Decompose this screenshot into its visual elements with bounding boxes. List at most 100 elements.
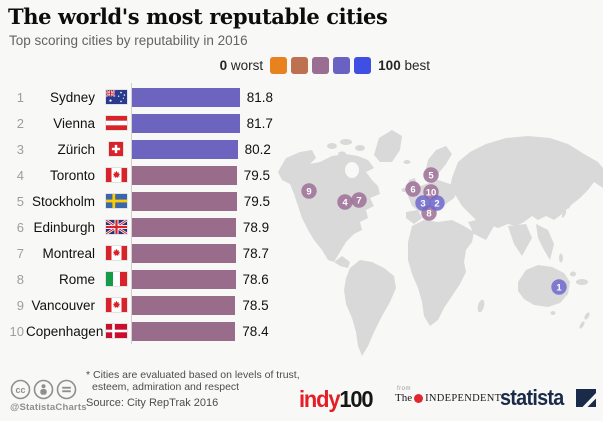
- score-bar: [132, 165, 237, 185]
- chart-row: 5 Stockholm 79.5: [0, 188, 290, 214]
- map-marker-rank-9: 9: [301, 183, 317, 199]
- hudson-bay: [345, 162, 359, 178]
- score-value: 78.4: [242, 323, 269, 339]
- map-continents: [278, 130, 603, 356]
- color-scale-legend: 0 worst 100 best: [0, 57, 430, 74]
- cc-no-derivatives-icon: [56, 379, 77, 400]
- rank-label: 4: [16, 167, 24, 183]
- chart-row: 10 Copenhagen 78.4: [0, 318, 290, 344]
- svg-text:8: 8: [426, 208, 431, 219]
- chart-row: 4 Toronto 79.5: [0, 162, 290, 188]
- page-title: The world's most reputable cities: [8, 4, 388, 29]
- score-value: 79.5: [243, 193, 270, 209]
- score-value: 81.8: [246, 89, 273, 105]
- legend-swatches: [270, 57, 372, 74]
- rank-label: 8: [16, 271, 24, 287]
- rank-label: 6: [16, 219, 24, 235]
- page-subtitle: Top scoring cities by reputability in 20…: [9, 33, 248, 48]
- city-label: Rome: [58, 271, 95, 287]
- city-label: Vancouver: [31, 297, 95, 313]
- legend-swatch: [312, 57, 330, 74]
- rank-label: 7: [16, 245, 24, 261]
- world-map: 5 6 10 83 2 9 4 7 1: [278, 130, 603, 356]
- svg-text:2: 2: [434, 198, 439, 209]
- city-label: Vienna: [53, 115, 95, 131]
- score-value: 81.7: [246, 115, 273, 131]
- score-bar: [132, 243, 236, 263]
- svg-text:10: 10: [426, 187, 437, 198]
- chart-axis-line: [131, 83, 132, 344]
- legend-swatch: [270, 57, 288, 74]
- map-marker-rank-5: 5: [423, 167, 439, 183]
- flag-australia-icon: [100, 90, 132, 104]
- footnote: * Cities are evaluated based on levels o…: [86, 369, 300, 393]
- score-bar: [132, 217, 236, 237]
- map-marker-rank-7: 7: [351, 192, 367, 208]
- svg-text:7: 7: [356, 195, 361, 206]
- score-bar: [132, 87, 240, 107]
- city-label: Montreal: [42, 245, 95, 261]
- the-independent-logo: from The INDEPENDENT: [395, 386, 502, 404]
- svg-text:4: 4: [342, 197, 348, 208]
- source-label: Source: City RepTrak 2016: [86, 397, 219, 409]
- legend-swatch: [354, 57, 372, 74]
- score-bar: [132, 113, 240, 133]
- chart-row: 2 Vienna 81.7: [0, 110, 290, 136]
- score-bar: [132, 295, 236, 315]
- flag-united-kingdom-icon: [100, 220, 132, 234]
- map-marker-rank-3: 3: [415, 195, 431, 211]
- score-value: 78.6: [242, 271, 269, 287]
- bar-chart: 1 Sydney 81.8 2 Vienna 81.7 3 Zürich: [0, 84, 290, 344]
- rank-label: 10: [9, 323, 24, 339]
- score-bar: [132, 191, 237, 211]
- rank-label: 9: [16, 297, 24, 313]
- statista-charts-handle: @StatistaCharts: [10, 402, 87, 413]
- chart-row: 1 Sydney 81.8: [0, 84, 290, 110]
- cc-icon: cc: [10, 379, 31, 400]
- score-bar: [132, 269, 236, 289]
- score-bar: [132, 321, 236, 341]
- score-value: 78.5: [242, 297, 269, 313]
- legend-swatch: [333, 57, 351, 74]
- svg-text:5: 5: [428, 170, 434, 181]
- chart-row: 7 Montreal 78.7: [0, 240, 290, 266]
- score-value: 78.7: [242, 245, 269, 261]
- svg-text:3: 3: [420, 198, 425, 209]
- legend-max-label: 100 best: [378, 58, 430, 73]
- score-value: 79.5: [243, 167, 270, 183]
- chart-row: 8 Rome 78.6: [0, 266, 290, 292]
- city-label: Stockholm: [31, 193, 95, 209]
- rank-label: 3: [16, 141, 24, 157]
- flag-italy-icon: [100, 272, 132, 286]
- map-markers: 5 6 10 83 2 9 4 7 1: [301, 167, 567, 295]
- statista-logo: statista: [500, 385, 596, 411]
- indy100-logo: indy100: [299, 386, 374, 412]
- rank-label: 2: [16, 115, 24, 131]
- map-marker-rank-1: 1: [551, 279, 567, 295]
- flag-denmark-icon: [100, 324, 132, 338]
- rank-label: 1: [16, 89, 24, 105]
- rank-label: 5: [16, 193, 24, 209]
- city-label: Edinburgh: [33, 219, 95, 235]
- flag-sweden-icon: [100, 194, 132, 208]
- chart-row: 3 Zürich 80.2: [0, 136, 290, 162]
- map-marker-rank-2: 2: [429, 195, 445, 211]
- map-marker-rank-6: 6: [405, 181, 421, 197]
- cc-attribution-icon: [33, 379, 54, 400]
- flag-canada-icon: [100, 168, 132, 182]
- flag-austria-icon: [100, 116, 132, 130]
- city-label: Toronto: [49, 167, 95, 183]
- chart-row: 9 Vancouver 78.5: [0, 292, 290, 318]
- legend-swatch: [291, 57, 309, 74]
- score-value: 78.9: [242, 219, 270, 235]
- map-marker-rank-4: 4: [337, 194, 353, 210]
- city-label: Sydney: [49, 89, 95, 105]
- statista-mark-icon: [575, 389, 596, 407]
- legend-min-label: 0 worst: [219, 58, 264, 73]
- svg-text:1: 1: [556, 282, 562, 293]
- score-bar: [132, 139, 238, 159]
- city-label: Copenhagen: [26, 323, 104, 339]
- independent-eagle-icon: [414, 393, 424, 403]
- svg-text:9: 9: [306, 186, 311, 197]
